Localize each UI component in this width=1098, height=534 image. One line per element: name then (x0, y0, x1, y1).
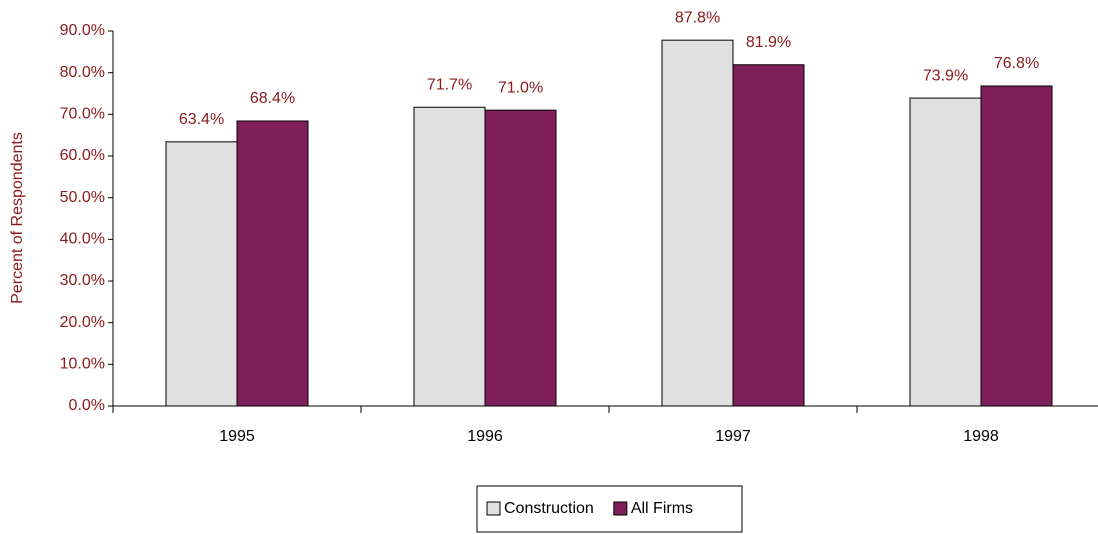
value-label: 73.9% (923, 67, 968, 84)
value-label: 71.7% (427, 76, 472, 93)
y-tick-label: 20.0% (60, 314, 105, 331)
y-tick-label: 10.0% (60, 356, 105, 373)
x-tick-label: 1995 (219, 428, 255, 445)
y-axis-label: Percent of Respondents (9, 132, 26, 304)
legend-label: All Firms (631, 500, 693, 517)
value-label: 68.4% (250, 90, 295, 107)
value-label: 76.8% (994, 55, 1039, 72)
bar (661, 39, 734, 407)
value-label: 81.9% (746, 34, 791, 51)
legend-box (476, 485, 743, 533)
y-tick-label: 60.0% (60, 147, 105, 164)
bar (236, 120, 309, 407)
y-tick-label: 0.0% (69, 397, 105, 414)
y-tick-label: 40.0% (60, 231, 105, 248)
legend-swatch (486, 501, 501, 516)
value-label: 71.0% (498, 79, 543, 96)
bar (980, 85, 1053, 407)
bar (909, 97, 982, 407)
x-tick-label: 1997 (715, 428, 751, 445)
x-tick-label: 1998 (963, 428, 999, 445)
bar (732, 64, 805, 407)
bar (413, 106, 486, 407)
y-tick-label: 30.0% (60, 272, 105, 289)
legend-swatch (613, 501, 628, 516)
legend-label: Construction (504, 500, 594, 517)
y-tick-label: 80.0% (60, 64, 105, 81)
bar (165, 141, 238, 407)
y-tick-label: 70.0% (60, 106, 105, 123)
x-tick-label: 1996 (467, 428, 503, 445)
value-label: 87.8% (675, 9, 720, 26)
bar (484, 109, 557, 407)
y-tick-label: 90.0% (60, 22, 105, 39)
value-label: 63.4% (179, 111, 224, 128)
y-tick-label: 50.0% (60, 189, 105, 206)
